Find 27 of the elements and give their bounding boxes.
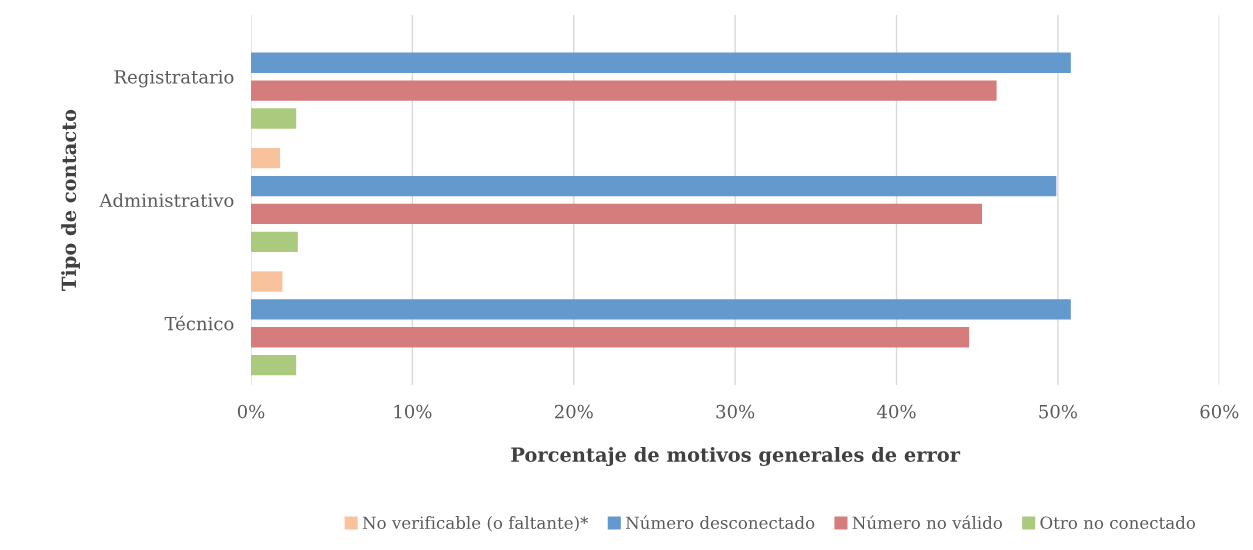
- x-tick-label: 50%: [1039, 404, 1077, 419]
- x-axis-title: Porcentaje de motivos generales de error: [511, 446, 961, 467]
- bar: [251, 231, 298, 252]
- y-tick-label: Registratario: [114, 70, 234, 88]
- x-tick-label: 10%: [394, 404, 432, 419]
- bar: [251, 108, 297, 129]
- x-tick-label: 60%: [1200, 404, 1239, 419]
- bar: [251, 327, 970, 348]
- y-tick-label: Técnico: [164, 315, 234, 331]
- legend-label: Número no válido: [852, 515, 1003, 530]
- bar: [251, 148, 281, 169]
- bar: [251, 299, 1071, 320]
- y-tick-label: Administrativo: [99, 193, 234, 208]
- bar: [251, 80, 997, 101]
- x-tick-label: 20%: [554, 404, 593, 419]
- legend-label: Otro no conectado: [1040, 516, 1196, 530]
- x-tick-label: 0%: [237, 404, 265, 419]
- bar: [251, 271, 283, 292]
- bar: [251, 203, 983, 225]
- y-axis-title: Tipo de contacto: [61, 109, 80, 291]
- bar: [251, 52, 1071, 73]
- x-tick-label: 30%: [716, 404, 755, 419]
- x-tick-label: 40%: [877, 404, 916, 419]
- legend-label: Número desconectado: [625, 515, 815, 530]
- legend-label: No verificable (o faltante)*: [362, 516, 589, 532]
- bar: [251, 354, 297, 376]
- bar: [251, 175, 1057, 197]
